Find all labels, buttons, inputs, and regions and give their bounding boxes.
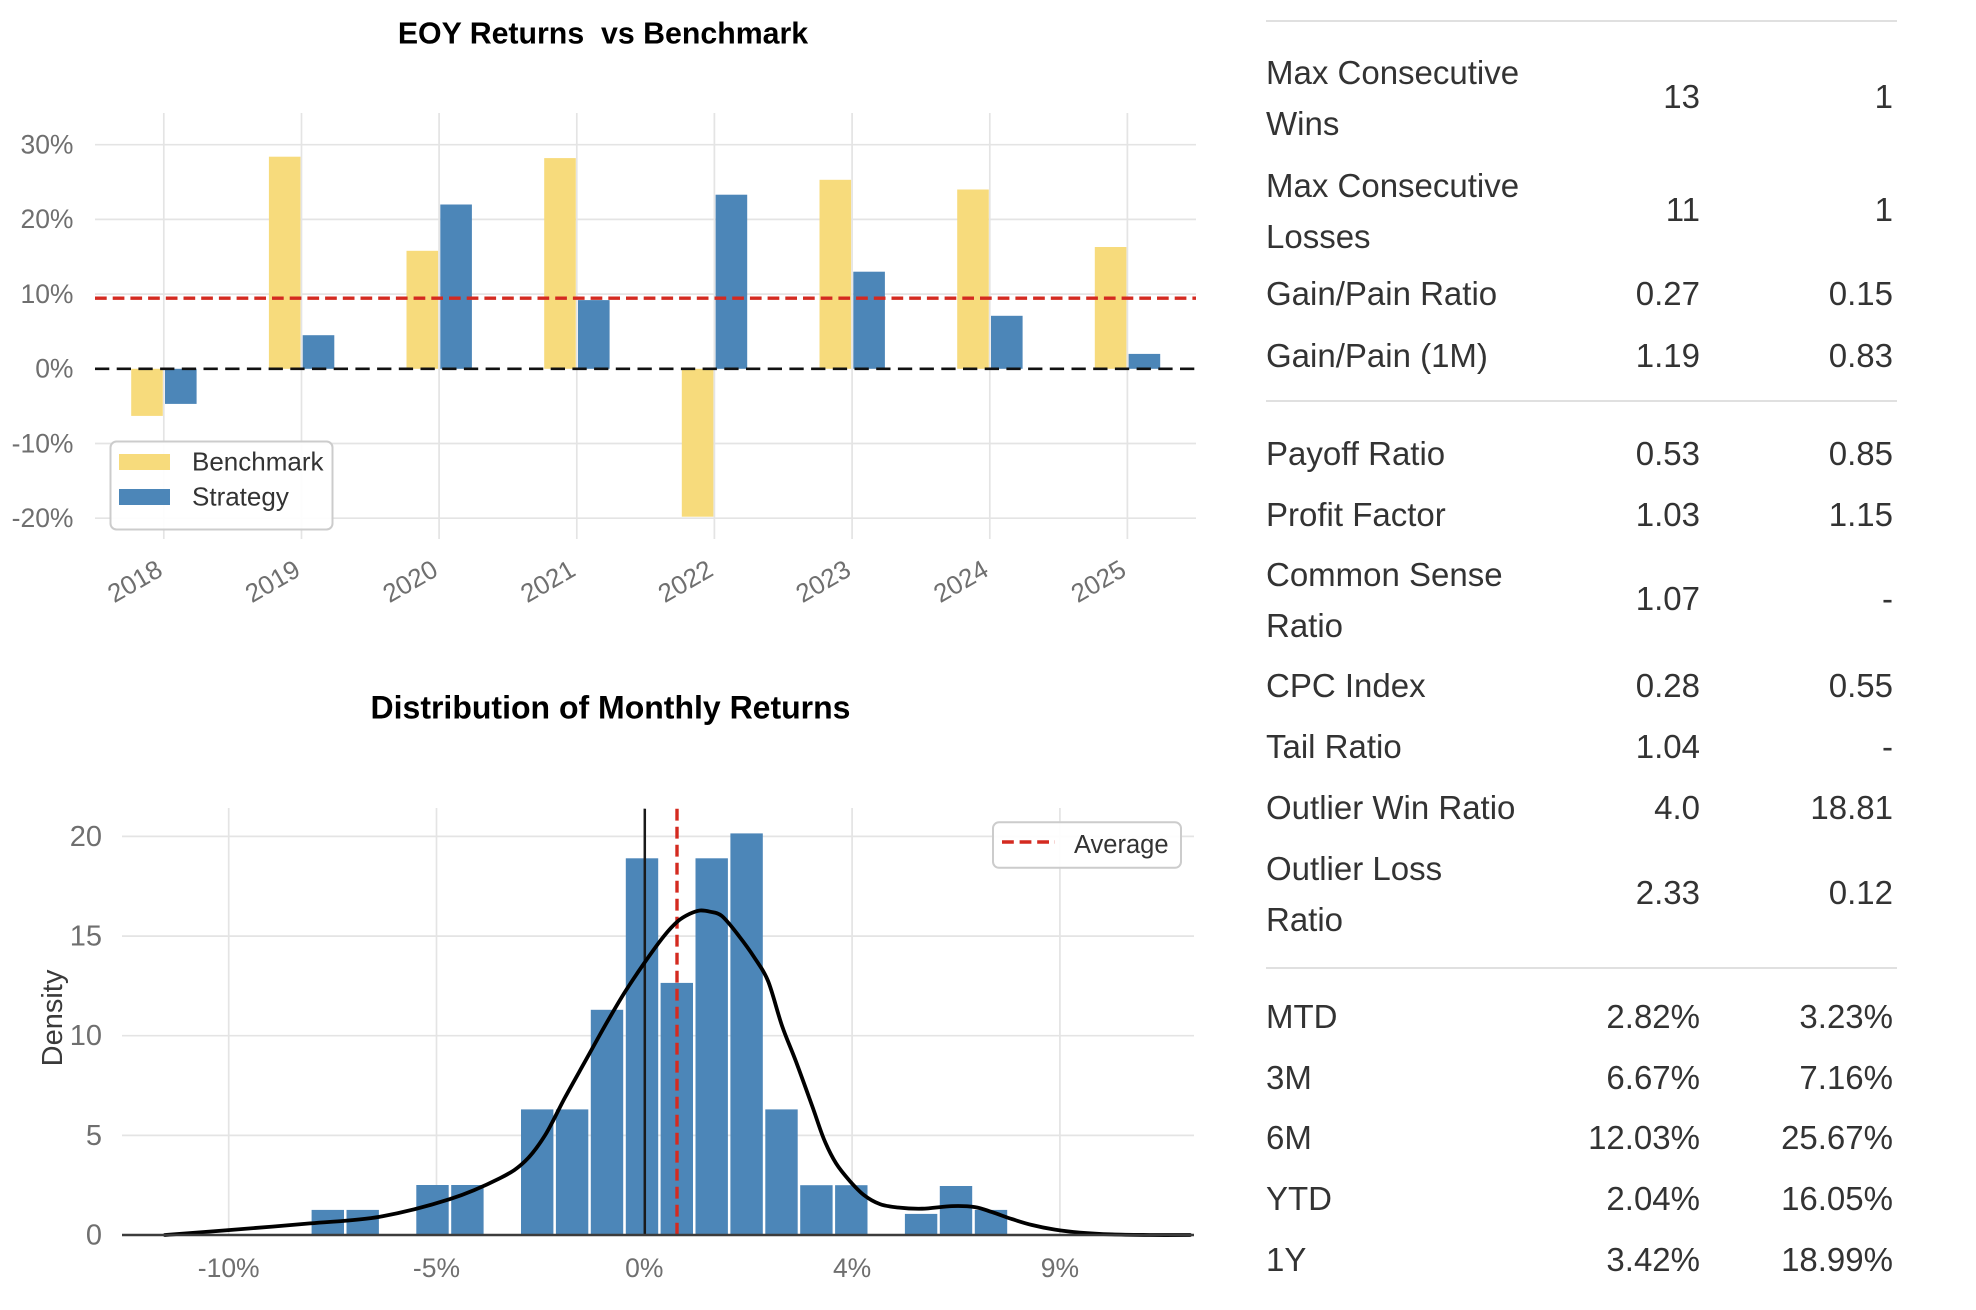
svg-text:Distribution of Monthly Return: Distribution of Monthly Returns [371, 689, 851, 725]
svg-text:20%: 20% [20, 204, 73, 234]
svg-text:-5%: -5% [413, 1253, 460, 1283]
svg-text:9%: 9% [1041, 1253, 1079, 1283]
svg-text:0: 0 [86, 1220, 102, 1252]
svg-text:2020: 2020 [378, 554, 443, 609]
svg-text:EOY Returns vs Benchmark: EOY Returns vs Benchmark [398, 18, 808, 51]
svg-text:-10%: -10% [12, 428, 74, 458]
svg-text:0%: 0% [625, 1253, 663, 1283]
svg-text:2024: 2024 [928, 554, 993, 609]
svg-text:2021: 2021 [515, 554, 580, 609]
svg-text:15: 15 [70, 921, 102, 953]
svg-text:4%: 4% [833, 1253, 871, 1283]
svg-text:10%: 10% [20, 279, 73, 309]
svg-text:30%: 30% [20, 130, 73, 160]
svg-text:Density: Density [37, 969, 69, 1066]
svg-text:10: 10 [70, 1020, 102, 1052]
svg-text:2022: 2022 [653, 554, 718, 609]
svg-text:2025: 2025 [1066, 554, 1131, 609]
svg-text:2019: 2019 [240, 554, 305, 609]
svg-text:2023: 2023 [791, 554, 856, 609]
svg-text:20: 20 [70, 821, 102, 853]
svg-text:0%: 0% [35, 354, 73, 384]
svg-text:-20%: -20% [12, 503, 74, 533]
svg-text:-10%: -10% [198, 1253, 260, 1283]
svg-text:5: 5 [86, 1120, 102, 1152]
svg-text:Average: Average [1074, 831, 1169, 859]
svg-text:Benchmark: Benchmark [192, 447, 324, 477]
svg-text:Strategy: Strategy [192, 482, 289, 512]
svg-text:2018: 2018 [102, 554, 167, 609]
